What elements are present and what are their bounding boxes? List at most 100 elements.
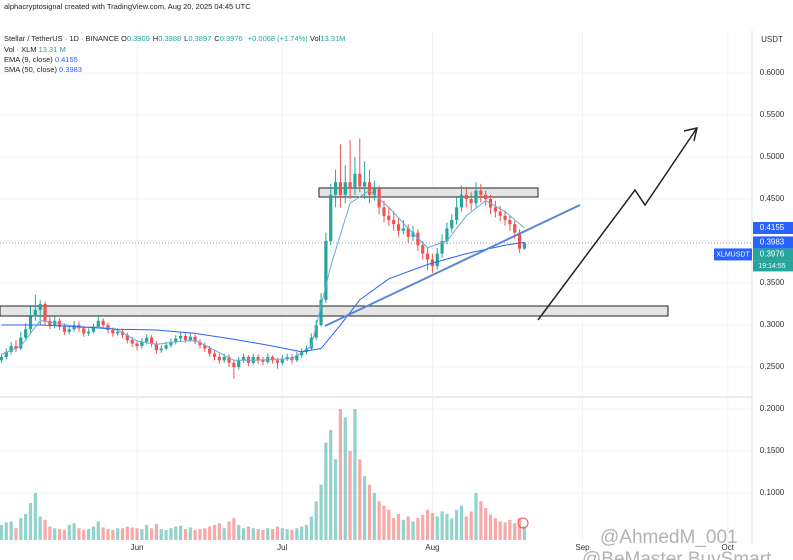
price-tag	[753, 236, 793, 249]
candle-body	[387, 215, 391, 220]
y-tick-label: 0.2500	[760, 362, 785, 371]
y-tick-label: 0.4500	[760, 194, 785, 203]
volume-bar	[72, 523, 76, 540]
candle-body	[450, 219, 454, 229]
ohlc-value: 0.3976	[219, 34, 243, 43]
volume-bar	[14, 528, 18, 540]
candle-body	[271, 356, 275, 361]
x-tick-label: Oct	[722, 543, 735, 552]
candle-body	[304, 348, 309, 352]
price-tag	[753, 248, 793, 261]
symbol: Stellar / TetherUS · 1D · BINANCE	[4, 34, 119, 43]
volume-bar	[290, 529, 294, 540]
volume-bar	[203, 528, 207, 540]
indicator: EMA (9, close) 0.4155	[4, 55, 78, 64]
volume-bar	[77, 528, 81, 540]
volume-bar	[251, 528, 255, 540]
candle-body	[179, 335, 183, 339]
candle-body	[300, 351, 304, 356]
volume-bar	[9, 521, 13, 540]
volume-bar	[19, 518, 23, 540]
x-tick-label: Jun	[131, 543, 144, 552]
candle-body	[19, 337, 23, 349]
price-tag-label: 0.3976	[760, 250, 785, 259]
volume-bar	[125, 526, 129, 540]
volume-bar	[149, 528, 154, 540]
volume-bar	[120, 528, 125, 540]
candle-body	[9, 346, 13, 352]
candle-body	[212, 353, 217, 357]
volume-bar	[517, 518, 522, 540]
x-tick-label: Jul	[277, 543, 287, 552]
y-tick-label: 0.2000	[760, 404, 785, 413]
candle-body	[508, 219, 512, 225]
candle-body	[62, 326, 67, 332]
candle-body	[445, 228, 449, 242]
volume-bar	[324, 442, 328, 540]
indicator-value: 0.3983	[59, 65, 82, 74]
countdown-tag	[753, 260, 793, 272]
candle-body	[513, 224, 517, 233]
candle-body	[382, 207, 386, 216]
candle-body	[72, 325, 76, 330]
candle-body	[479, 190, 483, 195]
candle-body	[455, 207, 459, 220]
candle-body	[358, 173, 362, 187]
price-tag-label: 0.4155	[760, 223, 785, 232]
volume-bar	[348, 450, 352, 540]
volume-bar	[179, 525, 183, 540]
volume-bar	[459, 505, 464, 540]
volume-bar	[53, 528, 57, 540]
volume-bar	[266, 528, 270, 540]
support-zone	[0, 305, 669, 317]
volume-bar	[24, 513, 28, 540]
volume-bar	[57, 529, 62, 540]
ohlc-key: O	[121, 34, 127, 43]
volume-bar	[130, 527, 134, 540]
volume-bar	[169, 528, 173, 540]
volume-bar	[208, 526, 212, 540]
volume-bar	[474, 492, 478, 540]
volume-bar	[411, 521, 415, 540]
candle-body	[285, 356, 289, 359]
volume-bar	[33, 492, 37, 540]
volume-bar	[222, 528, 226, 540]
candle-body	[96, 320, 100, 327]
volume-bar	[38, 516, 42, 540]
volume-bar	[4, 522, 8, 540]
volume-bar	[217, 523, 221, 540]
candle-body	[469, 198, 473, 204]
indicator: Vol · XLM 13.31 M	[4, 45, 66, 54]
volume-bar	[493, 518, 497, 540]
trend-line	[324, 204, 581, 327]
ohlc-key: C	[214, 34, 220, 43]
volume-bar	[435, 516, 439, 540]
volume-bar	[193, 529, 197, 540]
volume-bar	[522, 526, 527, 540]
volume-bar	[106, 529, 110, 540]
candle-body	[28, 316, 33, 330]
change: +0.0068 (+1.74%)	[247, 34, 308, 43]
volume-bar	[212, 524, 217, 540]
indicator-name: SMA (50, close)	[4, 65, 57, 74]
candle-body	[222, 356, 226, 361]
alert-icon	[517, 517, 529, 529]
candle-body	[261, 360, 265, 362]
volume-bar	[48, 526, 52, 540]
indicator-value: 0.4155	[54, 55, 78, 64]
volume-bar	[363, 476, 367, 540]
candle-body	[503, 215, 507, 220]
volume-bar	[455, 509, 459, 540]
volume-bar	[275, 526, 280, 540]
grid	[0, 30, 752, 540]
volume-bar	[445, 513, 449, 540]
candle-body	[149, 337, 154, 344]
volume-bar	[469, 511, 473, 540]
candle-body	[145, 337, 149, 342]
candle-body	[421, 245, 425, 254]
volume-bar	[280, 528, 284, 540]
candle-body	[106, 325, 110, 331]
